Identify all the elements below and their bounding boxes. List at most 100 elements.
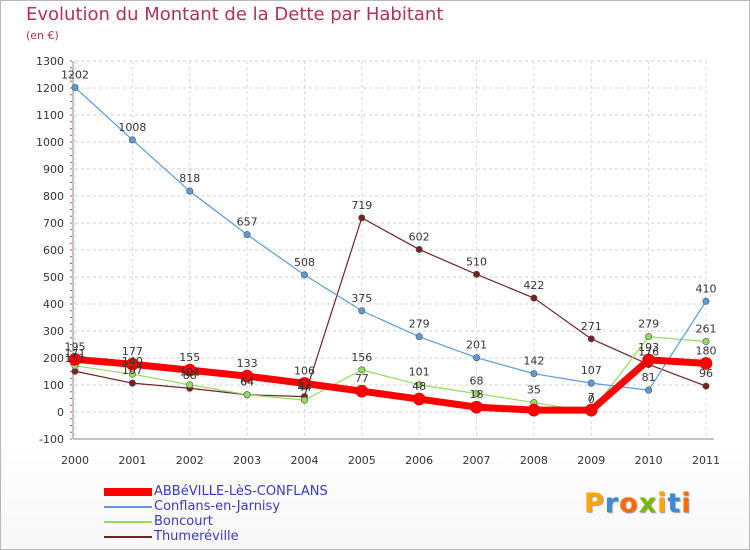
axes: -100 0 100 200 300 400 500 600 700 800 900 1000 1100…: [36, 55, 720, 467]
y-tick-label: 100: [43, 379, 64, 392]
legend-swatch: [104, 536, 152, 538]
y-tick-label: 1000: [36, 136, 64, 149]
data-label: 101: [179, 366, 200, 379]
data-point: [240, 369, 254, 383]
data-label: 57: [297, 378, 311, 391]
data-point: [530, 294, 538, 302]
data-label: 64: [240, 376, 254, 389]
data-label: 77: [355, 372, 369, 385]
data-point: [587, 379, 595, 387]
data-point: [473, 390, 481, 398]
data-point: [415, 381, 423, 389]
data-label: 96: [699, 367, 713, 380]
grid-lines: [74, 60, 707, 439]
data-label: 107: [122, 364, 143, 377]
data-point: [473, 270, 481, 278]
data-point: [415, 333, 423, 341]
proxiti-logo: Proxiti: [584, 488, 692, 519]
data-point: [530, 370, 538, 378]
data-labels: 195 177 155 133 106 77 48 18 7 193 180 1202 1008 818 6…: [61, 68, 717, 406]
y-tick-label: 1200: [36, 82, 64, 95]
data-point: [702, 297, 710, 305]
data-label: 177: [122, 345, 143, 358]
data-point: [699, 357, 713, 370]
data-point: [645, 333, 653, 341]
data-label: 818: [179, 172, 200, 185]
x-tick-label: 2001: [118, 454, 146, 467]
data-label: 279: [638, 318, 659, 331]
data-point: [702, 382, 710, 390]
y-tick-label: 0: [57, 406, 64, 419]
data-point: [243, 391, 251, 399]
data-label: 48: [412, 380, 426, 393]
data-point: [300, 271, 308, 279]
data-label: 201: [466, 339, 487, 352]
data-point: [128, 379, 136, 387]
y-tick-label: -100: [39, 433, 64, 446]
data-label: 1008: [118, 121, 146, 134]
logo-letter: r: [604, 488, 620, 519]
data-label: 18: [470, 388, 484, 401]
data-label: 261: [696, 323, 717, 336]
data-label: 375: [351, 292, 372, 305]
series-line-thumer-ville: [74, 217, 707, 398]
data-label: 156: [351, 351, 372, 364]
x-tick-label: 2002: [176, 454, 204, 467]
y-tick-label: 700: [43, 217, 64, 230]
data-label: 193: [638, 341, 659, 354]
legend-swatch: [104, 506, 152, 508]
data-point: [298, 377, 311, 390]
y-tick-label: 400: [43, 298, 64, 311]
data-point: [183, 363, 197, 377]
data-point: [470, 400, 483, 414]
data-label: 7: [588, 391, 595, 404]
data-label: 180: [696, 344, 717, 357]
data-label: 106: [294, 364, 315, 377]
data-label: 35: [527, 384, 541, 397]
chart-unit: (en €): [26, 29, 59, 42]
y-tick-label: 500: [43, 271, 64, 284]
data-point: [300, 396, 308, 404]
data-point: [645, 386, 653, 394]
x-tick-label: 2007: [463, 454, 491, 467]
x-tick-label: 2003: [233, 454, 261, 467]
x-tick-label: 2011: [692, 454, 720, 467]
data-point: [642, 353, 655, 367]
data-label: 68: [470, 375, 484, 388]
legend-swatch: [104, 521, 152, 523]
data-label: 508: [294, 256, 315, 269]
data-point: [128, 370, 136, 378]
data-label: 133: [237, 357, 258, 370]
data-label: 140: [122, 355, 143, 368]
data-label: 151: [65, 352, 86, 365]
data-label: 195: [65, 340, 86, 353]
data-label: 510: [466, 255, 487, 268]
y-tick-label: 200: [43, 352, 64, 365]
data-label: 171: [65, 347, 86, 360]
data-label: 142: [523, 355, 544, 368]
data-point: [587, 335, 595, 343]
data-point: [355, 384, 369, 398]
legend-label: Conflans-en-Jarnisy: [154, 499, 281, 514]
series-line-conflans-en-jarnisy: [74, 86, 707, 391]
data-point: [702, 338, 710, 346]
legend-swatch: [104, 488, 152, 496]
data-point: [71, 83, 79, 91]
data-label: 101: [409, 366, 430, 379]
data-point: [243, 231, 251, 239]
data-label: 279: [409, 318, 430, 331]
data-point: [128, 136, 136, 144]
chart-title: Evolution du Montant de la Dette par Hab…: [26, 4, 444, 25]
data-label: 107: [581, 364, 602, 377]
data-label: 44: [297, 381, 311, 394]
data-point: [527, 403, 541, 417]
data-label: 422: [523, 279, 544, 292]
data-point: [358, 307, 366, 315]
data-label: 271: [581, 320, 602, 333]
data-point: [358, 366, 366, 374]
data-label: 155: [179, 351, 200, 364]
data-label: 0: [588, 393, 595, 406]
data-point: [415, 245, 423, 253]
